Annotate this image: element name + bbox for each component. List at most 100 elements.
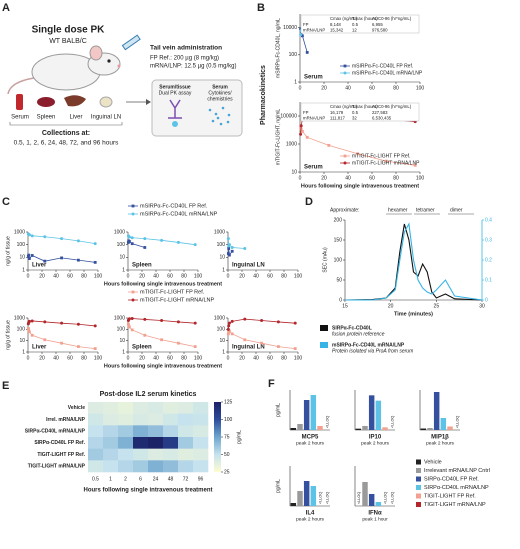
heat-cell [193, 402, 209, 414]
marker [93, 260, 97, 264]
y2-tick-label: 0.3 [485, 237, 492, 243]
marker [293, 347, 297, 350]
x-tick-label: 0 [227, 355, 230, 361]
bar [355, 428, 362, 430]
x-tick-label: 20 [321, 85, 327, 91]
table-cell: 227,583 [372, 110, 388, 115]
x-tick-label: 80 [81, 355, 87, 361]
y-tick-label: 1000 [214, 315, 225, 321]
x-tick-label: 25 [434, 303, 440, 309]
chart-subtitle: peak 2 hours [361, 440, 389, 446]
y-axis-label: ng/g of tissue [5, 320, 11, 350]
mouse-ear [89, 45, 103, 61]
panel-label: C [2, 196, 10, 208]
x-axis-label: Hours following single intravenous treat… [301, 183, 419, 189]
heat-cell [133, 448, 149, 461]
annotation: Inguinal LN [232, 345, 265, 351]
marker [30, 254, 34, 257]
heat-cell [88, 448, 104, 461]
x-tick-label: 2 [124, 476, 127, 482]
table-cell: mRNA/LNP [303, 28, 325, 33]
marker [160, 319, 164, 323]
chart-title: IL4 [306, 511, 315, 517]
colorbar [214, 402, 221, 472]
y-tick-label: 1 [294, 79, 297, 85]
x-tick-label: 100 [94, 355, 103, 361]
chart-title: Post-dose IL2 serum kinetics [100, 391, 197, 398]
marker [128, 240, 131, 243]
bar [303, 481, 310, 506]
panel-label: D [305, 196, 313, 208]
y-tick-label: 1 [22, 267, 25, 273]
colorbar-tick-label: 125 [224, 399, 233, 405]
y-tick-label: 10 [19, 338, 25, 344]
heat-cell [88, 402, 104, 414]
y-tick-label: 10 [19, 255, 25, 261]
legend-label: Irrelevant mRNA/LNP Cntrl [424, 468, 490, 474]
collections-title: Collections at: [42, 130, 90, 137]
y-tick-label: 100 [117, 327, 126, 333]
legend-label: TIGIT-LIGHT mRNA/LNP [424, 502, 486, 508]
marker [27, 253, 31, 257]
bar [310, 486, 317, 506]
value-label: <LLOQ [390, 416, 394, 428]
y-tick-label: 10 [219, 255, 225, 261]
heat-cell [178, 413, 194, 426]
marker [130, 328, 134, 332]
marker [143, 333, 147, 337]
legend-label: TIGIT-LIGHT FP Ref. [424, 493, 476, 499]
x-tick-label: 60 [167, 355, 173, 361]
chart-title: IFNα [368, 511, 382, 517]
bar [420, 428, 427, 430]
legend-swatch [416, 476, 421, 482]
bar [382, 427, 388, 430]
marker [305, 51, 309, 54]
x-tick-label: 80 [281, 273, 287, 279]
x-tick-label: 60 [369, 85, 375, 91]
marker [230, 249, 234, 253]
panel-label: E [2, 380, 9, 392]
marker [28, 330, 31, 334]
y-tick-label: 100 [217, 242, 226, 248]
bar [375, 400, 382, 430]
study-title: Single dose PK [32, 25, 106, 36]
table-header: Cmax (ng/mL) [330, 104, 358, 109]
heat-cell [118, 402, 134, 414]
marker [277, 345, 280, 348]
bar [303, 400, 310, 430]
y-tick-label: 100 [217, 327, 226, 333]
panel-b-label: Pharmacokinetics [260, 65, 267, 125]
x-tick-label: 30 [479, 303, 485, 309]
heat-cell [163, 448, 179, 461]
heat-cell [118, 425, 134, 438]
heat-cell [193, 413, 209, 426]
marker [43, 259, 47, 263]
heat-cell [88, 437, 104, 449]
heat-cell [118, 448, 134, 461]
bar [447, 426, 453, 430]
chart-subtitle: peak 2 hours [296, 440, 324, 446]
y-tick-label: 100 [334, 257, 343, 263]
y-axis-label: pg/mL [275, 403, 281, 417]
heat-cell [148, 448, 164, 461]
marker [76, 239, 80, 243]
y-tick-label: 10000 [283, 25, 297, 31]
x-tick-label: 20 [139, 273, 145, 279]
marker [193, 243, 197, 247]
y-axis-label: mTIGIT-Fc-LIGHT, ng/mL [275, 109, 281, 166]
marker [227, 243, 231, 247]
tissue-label: Spleen [37, 115, 56, 121]
table-cell: 111,817 [330, 116, 346, 121]
heat-cell [148, 437, 164, 449]
table-cell: 15,342 [330, 28, 344, 33]
marker [299, 124, 303, 128]
x-tick-label: 80 [393, 175, 399, 181]
marker [127, 324, 131, 327]
series-line [344, 223, 483, 301]
marker [228, 253, 231, 257]
series-line [345, 222, 483, 301]
legend-swatch [416, 493, 421, 499]
series-line [227, 248, 233, 257]
panel-label: F [268, 378, 275, 390]
